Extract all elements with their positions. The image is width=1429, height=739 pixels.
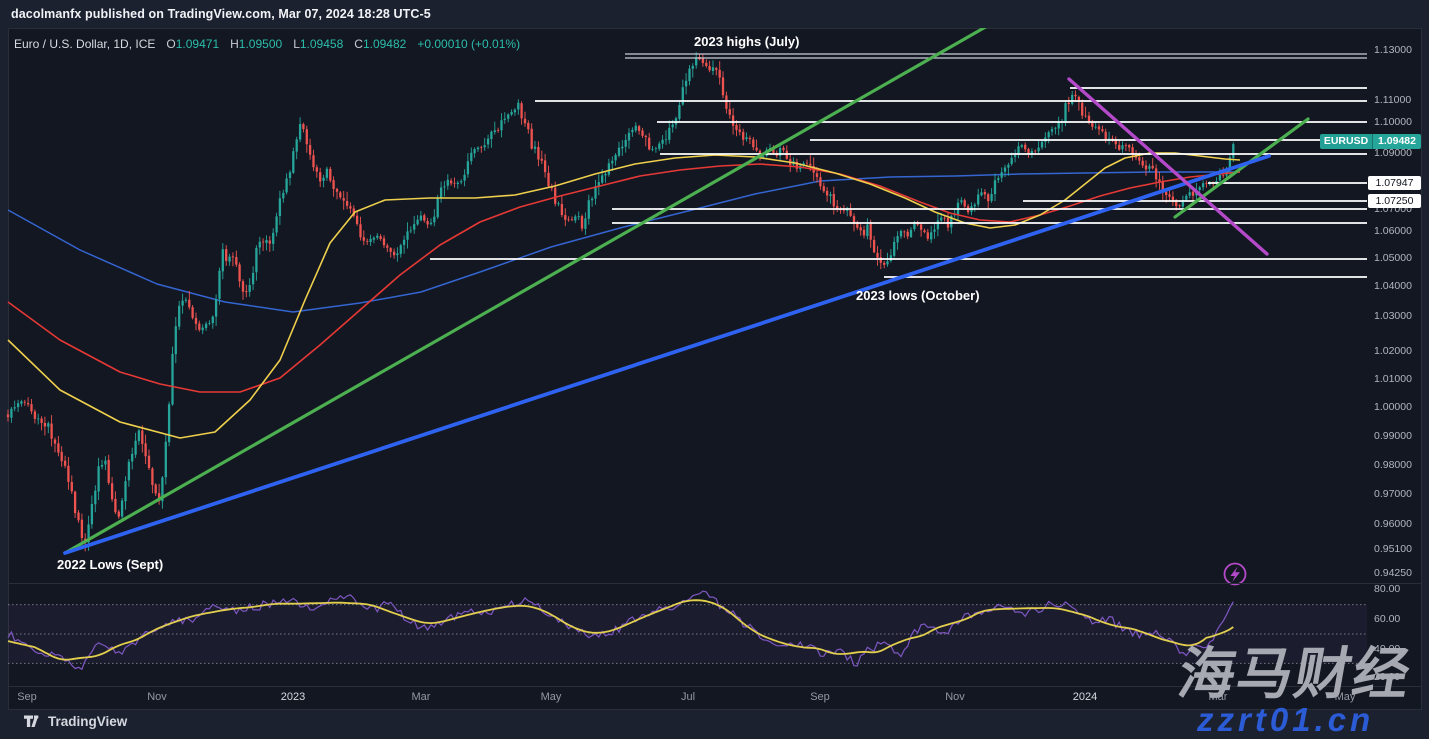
chart-annotation[interactable]: 2023 highs (July) [694,34,800,49]
bear-candle-bodies [6,57,1225,543]
price-axis-label: 1.11000 [1374,94,1412,106]
price-axis-label: 1.04000 [1374,280,1412,292]
price-alert-badge: 1.07250 [1368,194,1421,208]
price-axis-label: 20.00 [1374,671,1401,683]
price-axis-label: 60.00 [1374,613,1401,625]
price-axis-label: 0.97000 [1374,488,1412,500]
time-axis-label: Sep [17,691,37,703]
pane-separator[interactable] [9,583,1421,584]
lightning-bolt-icon[interactable] [1223,562,1247,586]
time-axis-label: 2023 [280,691,306,703]
tradingview-logo-text: TradingView [48,714,128,729]
ma-yellow-line[interactable] [7,152,1241,439]
green-minor-uptrend[interactable] [1173,117,1310,219]
current-price-badge: EURUSD 1.09482 [1320,134,1421,149]
published-text: dacolmanfx published on TradingView.com,… [11,7,431,21]
time-axis-label: May [540,691,562,703]
rsi-band [8,604,1367,664]
time-axis-label: 2024 [1072,691,1098,703]
time-axis-label: Nov [945,691,965,703]
badge-price: 1.09482 [1373,134,1421,149]
symbol-title: Euro / U.S. Dollar, 1D, ICE [14,37,156,51]
price-axis-label: 1.09000 [1374,147,1412,159]
price-axis-label: 1.06000 [1374,225,1412,237]
time-axis-label: Mar [411,691,431,703]
ohlc-low: L1.09458 [293,37,344,51]
ohlc-high: H1.09500 [230,37,283,51]
symbol-legend[interactable]: Euro / U.S. Dollar, 1D, ICE O1.09471 H1.… [14,37,520,51]
ma-red-line[interactable] [7,163,1241,393]
time-axis-label: Jul [680,691,696,703]
published-bar: dacolmanfx published on TradingView.com,… [0,0,1429,28]
bull-candle-bodies [10,57,1235,543]
price-axis-label: 0.99000 [1374,430,1412,442]
price-axis-label: 0.94250 [1374,567,1412,579]
time-axis-separator [9,686,1421,687]
tradingview-logo[interactable]: TradingView [24,714,127,729]
rsi-ma-line[interactable] [7,599,1234,661]
chart-widget[interactable] [8,28,1422,710]
rsi-line[interactable] [7,590,1234,671]
watermark-text-url: zzrt01.cn [1197,701,1375,738]
price-axis-label: 1.02000 [1374,345,1412,357]
time-axis-label: Nov [147,691,167,703]
price-axis-label: 80.00 [1374,583,1401,595]
price-alert-badge: 1.07947 [1368,176,1421,190]
bull-candle-wicks [10,52,1234,551]
green-uptrend-from-2022-lows[interactable] [63,15,1005,555]
ohlc-close: C1.09482 [354,37,407,51]
price-axis-label: 40.00 [1374,643,1401,655]
ohlc-open: O1.09471 [166,37,220,51]
price-axis-label: 1.10000 [1374,116,1412,128]
price-axis-label: 0.98000 [1374,459,1412,471]
price-axis-label: 1.03000 [1374,310,1412,322]
price-axis-label: 0.96000 [1374,518,1412,530]
price-axis-label: 1.13000 [1374,44,1412,56]
price-axis-label: 1.00000 [1374,401,1412,413]
price-axis-label: 0.95100 [1374,543,1412,555]
blue-major-uptrend-from-2022-lows[interactable] [63,154,1271,555]
badge-symbol: EURUSD [1320,134,1373,149]
time-axis-label: May [1334,691,1356,703]
time-axis-label: Mar [1208,691,1228,703]
time-axis-label: Sep [810,691,830,703]
purple-downtrend-from-dec-2023-high[interactable] [1067,77,1269,256]
tradingview-logo-icon [24,715,39,727]
watermark-text-cn: 海马财经 [1173,642,1417,705]
ma-blue-line[interactable] [7,171,1240,313]
price-axis-label: 1.05000 [1374,252,1412,264]
chart-annotation[interactable]: 2022 Lows (Sept) [57,557,164,572]
change-value: +0.00010 (+0.01%) [417,37,521,51]
chart-annotation[interactable]: 2023 lows (October) [856,288,980,303]
footer-bar [0,710,1429,739]
price-axis-label: 1.01000 [1374,373,1412,385]
